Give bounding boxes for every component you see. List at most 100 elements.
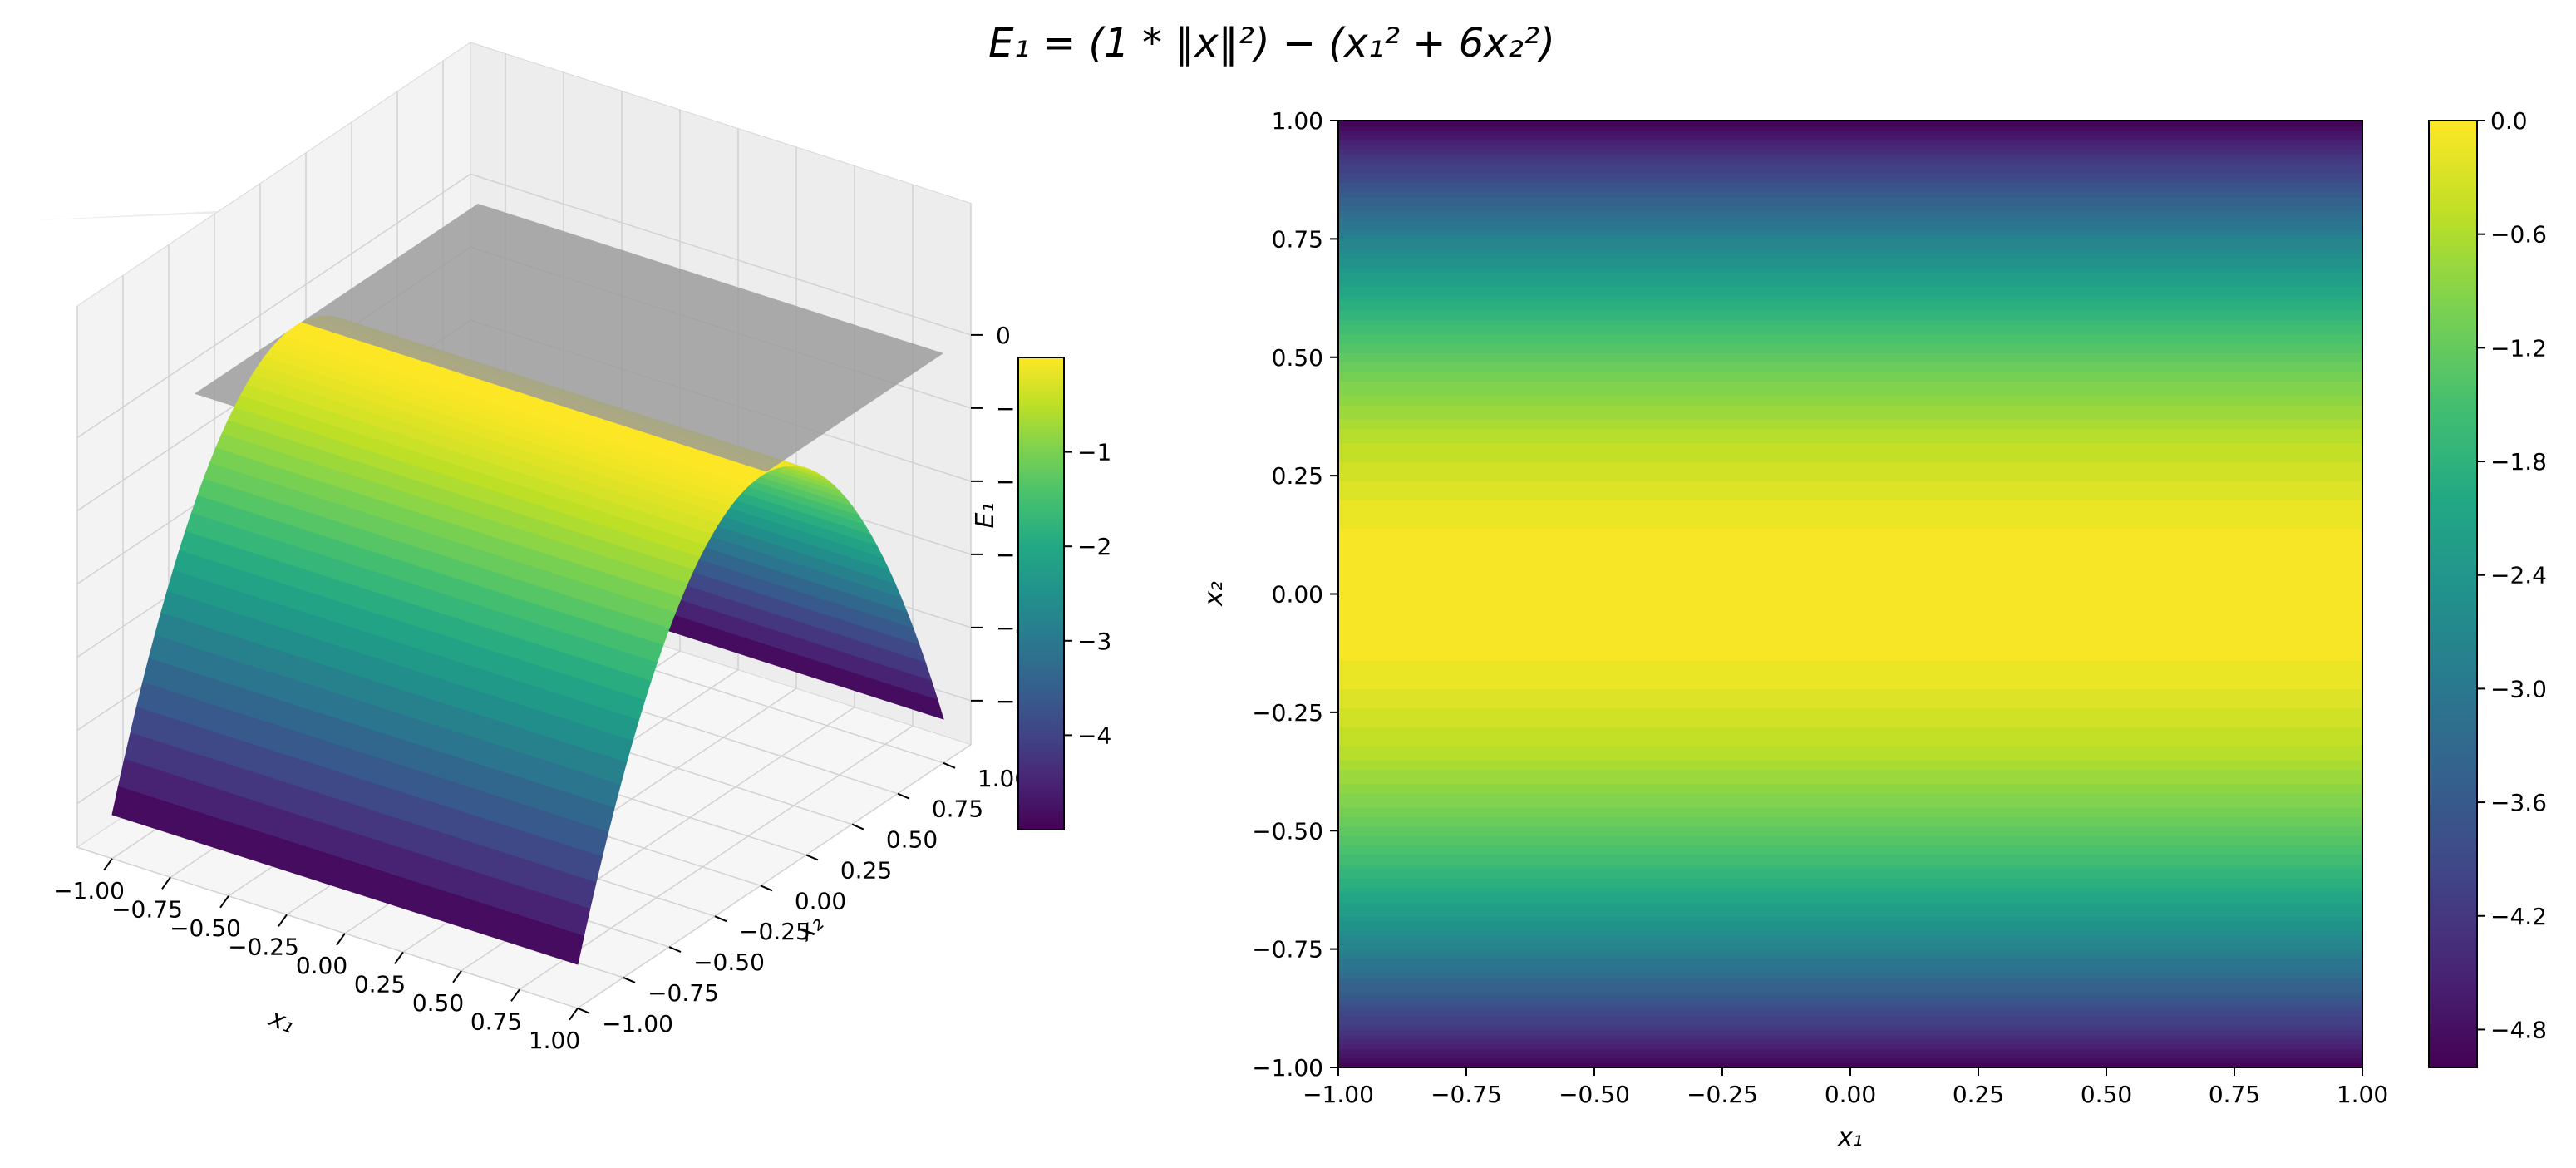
heatmap-band [1338, 750, 2362, 756]
heatmap-band [1338, 778, 2362, 785]
heatmap-ytick-label: 0.50 [1272, 344, 1323, 372]
heatmap-band [1338, 428, 2362, 434]
heatmap-band [1338, 135, 2362, 140]
heatmap-band [1338, 1062, 2362, 1068]
heatmap-band [1338, 476, 2362, 481]
heatmap-band [1338, 859, 2362, 865]
heatmap-band [1338, 471, 2362, 476]
heatmap-band [1338, 414, 2362, 420]
heatmap-band [1338, 603, 2362, 609]
heatmap-band [1338, 722, 2362, 727]
heatmap-band [1338, 1024, 2362, 1031]
heatmap-ytick-label: −0.75 [1252, 936, 1323, 963]
heatmap-band [1338, 276, 2362, 283]
heatmap-band [1338, 177, 2362, 183]
heatmap-band [1338, 963, 2362, 969]
heatmap-band [1338, 887, 2362, 894]
heatmap-band [1338, 210, 2362, 216]
heatmap-band [1338, 683, 2362, 690]
heatmap-band [1338, 272, 2362, 278]
heatmap-band [1338, 915, 2362, 922]
surface-ytick-mark [714, 915, 727, 923]
heatmap-band [1338, 262, 2362, 269]
heatmap-band [1338, 418, 2362, 425]
heatmap-band [1338, 949, 2362, 955]
heatmap-ytick-label: 1.00 [1272, 107, 1323, 135]
surface-ytick-label: −0.75 [648, 979, 719, 1007]
grid-line [76, 306, 579, 1009]
heatmap-band [1338, 816, 2362, 822]
heatmap-band [1338, 485, 2362, 491]
heatmap-band [1338, 755, 2362, 761]
surface-colorbar-ticks: −1 −2 −3 −4 [1064, 439, 1111, 749]
heatmap-band [1338, 333, 2362, 339]
heatmap-band [1338, 693, 2362, 699]
heatmap-band [1338, 764, 2362, 771]
heatmap-band [1338, 688, 2362, 694]
heatmap-band [1338, 508, 2362, 515]
heatmap-band [1338, 968, 2362, 973]
heatmap-band [1338, 1034, 2362, 1040]
heatmap-band [1338, 494, 2362, 500]
heatmap-ytick-label: −0.50 [1252, 817, 1323, 845]
surface-ytick-mark [851, 823, 864, 830]
surface-ytick-mark [943, 761, 956, 769]
heatmap-band [1338, 641, 2362, 647]
heatmap-colorbar-tick-label: −1.2 [2490, 334, 2547, 362]
heatmap-band [1338, 1038, 2362, 1045]
heatmap-band [1338, 541, 2362, 548]
heatmap-band [1338, 371, 2362, 377]
heatmap-band [1338, 446, 2362, 453]
heatmap-band [1338, 982, 2362, 988]
heatmap-band [1338, 305, 2362, 311]
heatmap-colorbar-tick-label: −2.4 [2490, 562, 2547, 589]
heatmap-band [1338, 934, 2362, 941]
heatmap-band [1338, 697, 2362, 704]
heatmap-band [1338, 239, 2362, 244]
heatmap-band [1338, 172, 2362, 179]
heatmap-band [1338, 367, 2362, 372]
heatmap-band [1338, 423, 2362, 429]
heatmap-xtick-label: 0.50 [2081, 1081, 2132, 1108]
heatmap-band [1338, 599, 2362, 604]
heatmap-band [1338, 646, 2362, 652]
heatmap-band [1338, 911, 2362, 917]
heatmap-band [1338, 830, 2362, 836]
heatmap-band [1338, 153, 2362, 160]
heatmap-colorbar-tick-label: −0.6 [2490, 221, 2547, 249]
heatmap-band [1338, 125, 2362, 131]
grid-line [577, 203, 972, 1009]
heatmap-ytick-label: −0.25 [1252, 699, 1323, 727]
heatmap-band [1338, 191, 2362, 197]
surface-xtick-mark [336, 933, 346, 946]
heatmap-band [1338, 253, 2362, 259]
heatmap-band [1338, 959, 2362, 964]
surface-xtick-label: −0.25 [228, 933, 299, 960]
heatmap-colorbar-tick-label: −1.8 [2490, 448, 2547, 476]
heatmap-band [1338, 806, 2362, 813]
heatmap-band [1338, 409, 2362, 415]
heatmap-band [1338, 896, 2362, 903]
heatmap-band [1338, 343, 2362, 349]
heatmap-colorbar [2428, 120, 2478, 1068]
surface-ytick-mark [805, 854, 819, 861]
heatmap-band [1338, 319, 2362, 325]
heatmap-band [1338, 1043, 2362, 1050]
heatmap-band [1338, 1001, 2362, 1007]
heatmap-bands [1338, 121, 2362, 1068]
heatmap-band [1338, 792, 2362, 799]
heatmap-band [1338, 702, 2362, 708]
heatmap-band [1338, 925, 2362, 931]
heatmap-band [1338, 613, 2362, 618]
heatmap-band [1338, 570, 2362, 576]
surface-xtick-label: −0.50 [170, 914, 241, 942]
heatmap-band [1338, 258, 2362, 264]
surface-ytick-label: −1.00 [602, 1010, 673, 1037]
heatmap-band [1338, 291, 2362, 297]
heatmap-panel: −1.00 −0.75 −0.50 −0.25 0.00 0.25 0.50 0.75 1.00… [1199, 107, 2547, 1152]
heatmap-band [1338, 309, 2362, 316]
heatmap-band [1338, 854, 2362, 860]
heatmap-band [1338, 868, 2362, 875]
surface-ytick-label: −0.50 [693, 949, 765, 976]
heatmap-band [1338, 381, 2362, 387]
